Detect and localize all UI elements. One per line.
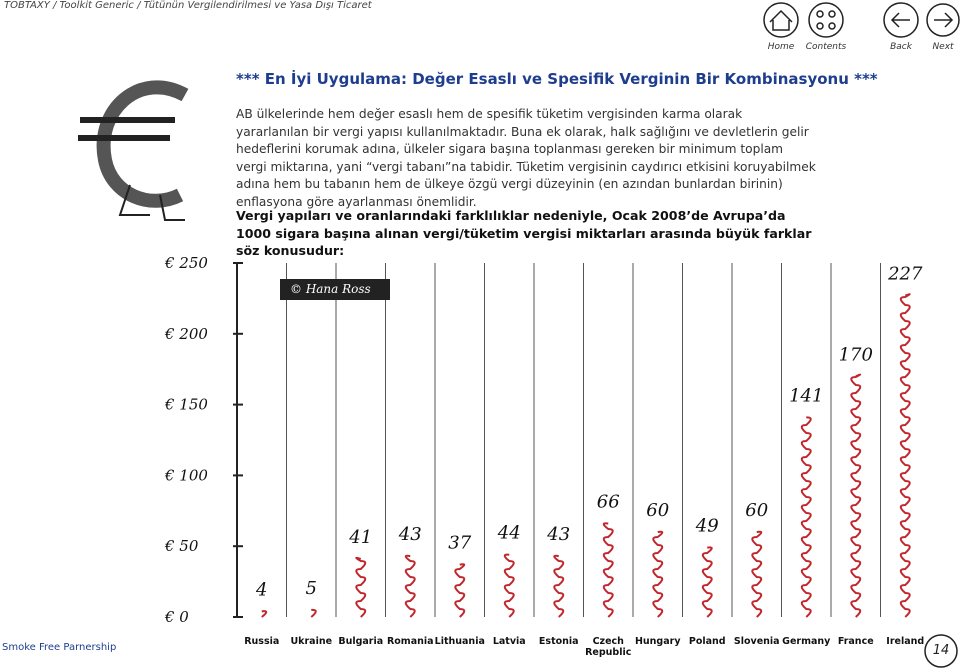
breadcrumb: TOBTAXY / Toolkit Generic / Tütünün Verg… bbox=[4, 0, 372, 11]
value-label: 141 bbox=[789, 385, 823, 406]
bar bbox=[602, 522, 614, 618]
x-tick-label: Ireland bbox=[886, 636, 925, 647]
y-tick-label: € 150 bbox=[164, 396, 208, 414]
x-tick-label: Germany bbox=[782, 636, 831, 647]
bar bbox=[850, 373, 862, 618]
back-icon[interactable] bbox=[883, 2, 919, 38]
x-tick-label: France bbox=[837, 636, 874, 647]
page-number: 14 bbox=[932, 643, 950, 658]
x-tick-label: Poland bbox=[688, 636, 726, 647]
value-label: 44 bbox=[497, 523, 521, 544]
next-icon[interactable] bbox=[926, 3, 960, 37]
value-label: 43 bbox=[398, 524, 422, 545]
paragraph: AB ülkelerinde hem değer esaslı hem de s… bbox=[236, 107, 816, 209]
value-label: 41 bbox=[348, 527, 372, 548]
x-tick-label: Russia bbox=[244, 636, 280, 647]
y-tick-label: € 250 bbox=[164, 254, 208, 272]
bar bbox=[261, 610, 268, 618]
bar bbox=[652, 530, 664, 618]
x-tick-label: Ukraine bbox=[290, 636, 333, 647]
bar bbox=[503, 553, 515, 618]
value-label: 4 bbox=[255, 579, 267, 600]
bar bbox=[751, 530, 763, 618]
chart-intro: Vergi yapıları ve oranlarındaki farklılı… bbox=[236, 208, 812, 258]
y-tick-label: € 50 bbox=[164, 537, 199, 555]
bar bbox=[454, 563, 466, 618]
next-glyph bbox=[934, 12, 954, 28]
slide-title: *** En İyi Uygulama: Değer Esaslı ve Spe… bbox=[236, 70, 878, 88]
dot bbox=[816, 22, 824, 30]
value-label: 170 bbox=[839, 344, 873, 365]
euro-legs bbox=[118, 184, 185, 221]
copyright: © Hana Ross bbox=[280, 279, 390, 300]
euro-cartoon bbox=[78, 80, 189, 221]
bar bbox=[553, 554, 565, 618]
nav-contents[interactable]: Contents bbox=[805, 42, 847, 52]
x-tick-label: Hungary bbox=[634, 636, 681, 647]
bar bbox=[310, 608, 317, 618]
dot bbox=[828, 22, 836, 30]
nav-next[interactable]: Next bbox=[932, 42, 954, 52]
euro-bars bbox=[78, 117, 175, 141]
x-tick-label: Romania bbox=[386, 636, 434, 647]
value-label: 5 bbox=[306, 578, 317, 599]
euro-body bbox=[96, 80, 189, 208]
y-tick-label: € 100 bbox=[164, 466, 208, 484]
nav-home[interactable]: Home bbox=[767, 42, 795, 52]
page-circle bbox=[924, 634, 958, 668]
bar bbox=[701, 546, 713, 618]
home-icon[interactable] bbox=[763, 2, 799, 38]
back-glyph bbox=[890, 12, 910, 28]
nav-back[interactable]: Back bbox=[890, 42, 912, 52]
y-tick-label: € 200 bbox=[164, 325, 208, 343]
bar bbox=[355, 556, 367, 618]
x-tick-label: Estonia bbox=[538, 636, 579, 647]
x-tick-label: Latvia bbox=[492, 636, 526, 647]
value-label: 227 bbox=[887, 264, 923, 285]
home-glyph bbox=[769, 9, 793, 31]
value-label: 66 bbox=[597, 492, 620, 513]
x-tick-label: Lithuania bbox=[434, 636, 485, 647]
x-tick-label: Slovenia bbox=[733, 636, 780, 647]
value-label: 60 bbox=[646, 500, 669, 521]
value-label: 37 bbox=[448, 533, 471, 554]
bar bbox=[404, 554, 416, 618]
dot bbox=[816, 10, 824, 18]
dot bbox=[828, 10, 836, 18]
bar bbox=[800, 416, 812, 618]
x-tick-label: Czech Republic bbox=[585, 636, 632, 658]
bar bbox=[899, 293, 911, 618]
value-label: 49 bbox=[695, 516, 719, 537]
value-label: 60 bbox=[745, 500, 768, 521]
x-tick-label: Bulgaria bbox=[338, 636, 384, 647]
value-label: 43 bbox=[546, 524, 570, 545]
y-tick-label: € 0 bbox=[164, 608, 189, 626]
footer-org: Smoke Free Parnership bbox=[2, 642, 117, 653]
nav-icons bbox=[763, 2, 960, 38]
contents-icon[interactable] bbox=[808, 2, 844, 38]
